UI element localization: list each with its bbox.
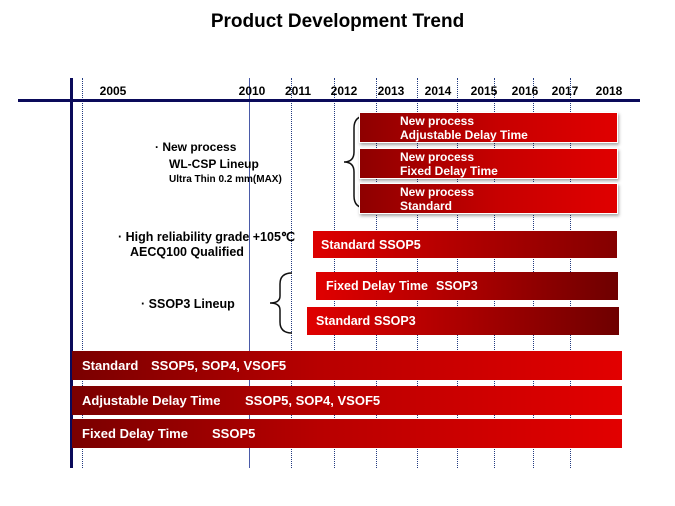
bar-package: SSOP3 [436,279,478,293]
bar-base-fixed: Fixed Delay Time SSOP5 [72,419,622,448]
note-wlcsp: · New process WL-CSP Lineup Ultra Thin 0… [155,140,282,185]
year-label: 2012 [330,84,358,98]
bar-new-process-standard: New process Standard [359,183,618,214]
year-label: 2018 [595,84,623,98]
gridline [249,78,250,468]
bar-label: Fixed Delay Time [400,163,498,178]
note-high-reliability: · High reliability grade +105℃ AECQ100 Q… [118,230,295,259]
bar-label: New process [400,149,475,164]
year-label: 2011 [284,84,312,98]
bar-base-adjustable: Adjustable Delay Time SSOP5, SOP4, VSOF5 [72,386,622,415]
note-line: SSOP3 Lineup [148,297,235,311]
bar-standard-ssop3: Standard SSOP3 [307,307,619,335]
bar-new-process-adjustable: New process Adjustable Delay Time [359,112,618,143]
bar-type: Fixed Delay Time [326,279,428,293]
note-ssop3: · SSOP3 Lineup [141,297,235,311]
bar-type: Fixed Delay Time [82,426,188,441]
vertical-axis [70,78,73,468]
gridline [82,78,83,468]
bar-label: New process [400,113,475,128]
timeline-axis [18,99,640,102]
brace-icon [269,272,293,334]
year-label: 2015 [470,84,498,98]
page-title: Product Development Trend [210,11,465,32]
bar-label: Adjustable Delay Time [400,127,528,142]
note-line: AECQ100 Qualified [130,245,244,259]
brace-icon [343,115,367,209]
year-label: 2013 [377,84,405,98]
note-line: New process [162,140,237,154]
bar-type: Standard [82,358,139,373]
bar-package: SSOP5 [379,237,421,252]
bar-standard-ssop5: Standard SSOP5 [313,231,617,258]
year-label: 2005 [99,84,127,98]
year-label: 2014 [424,84,452,98]
bar-label: Standard [400,198,453,213]
bar-type: Standard [321,237,376,252]
note-line: Ultra Thin 0.2 mm(MAX) [169,174,282,185]
year-label: 2016 [511,84,539,98]
bar-base-standard: Standard SSOP5, SOP4, VSOF5 [72,351,622,380]
note-line: WL-CSP Lineup [169,157,259,171]
bar-type: Standard [316,314,371,328]
bar-type: Adjustable Delay Time [82,393,221,408]
bar-package: SSOP5, SOP4, VSOF5 [245,393,381,408]
bar-package: SSOP3 [374,314,416,328]
bar-label: New process [400,184,475,199]
bar-package: SSOP5 [212,426,256,441]
bar-new-process-fixed: New process Fixed Delay Time [359,148,618,179]
note-line: High reliability grade +105℃ [125,230,295,244]
bar-package: SSOP5, SOP4, VSOF5 [151,358,287,373]
bar-fixed-ssop3: Fixed Delay Time SSOP3 [316,272,618,300]
year-label: 2010 [238,84,266,98]
year-label: 2017 [551,84,579,98]
